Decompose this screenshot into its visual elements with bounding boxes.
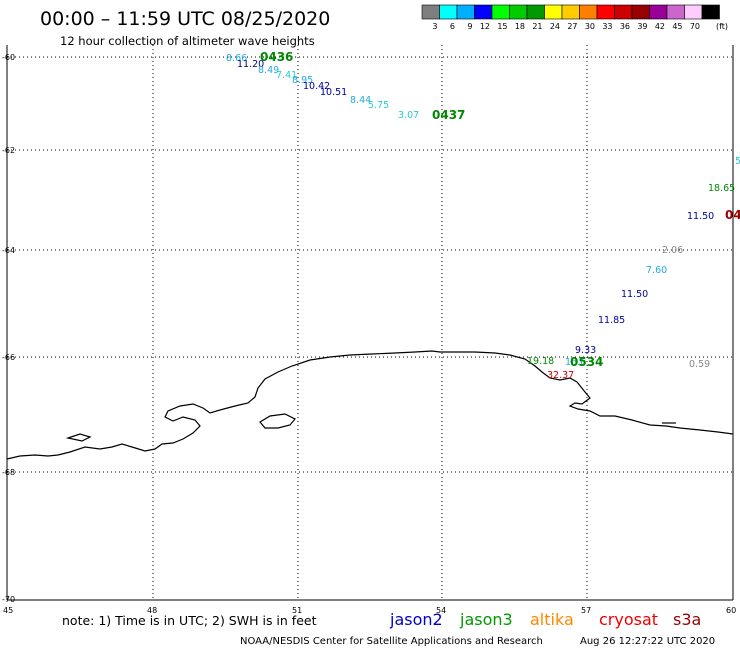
pass-time-label: 0436 bbox=[260, 50, 293, 64]
obs-label: 11.85 bbox=[598, 315, 625, 326]
graticule bbox=[7, 45, 733, 600]
footer-timestamp: Aug 26 12:27:22 UTC 2020 bbox=[580, 636, 715, 647]
legend-swatch bbox=[491, 4, 510, 20]
obs-label: 5 bbox=[735, 156, 740, 167]
altimeter-observations: 8.66 0436 11.20 8.49 7.41 8.95 10.42 10.… bbox=[226, 50, 740, 381]
legend-swatch bbox=[474, 4, 493, 20]
lon-label: 48 bbox=[147, 606, 157, 615]
lon-label: 45 bbox=[3, 606, 13, 615]
pass-time-label: 0534 bbox=[570, 355, 603, 369]
legend-swatch bbox=[544, 4, 563, 20]
legend-unit-label: (ft) bbox=[716, 22, 728, 31]
sat-altika: altika bbox=[530, 610, 574, 629]
legend-label: 36 bbox=[620, 22, 630, 31]
lat-label: -60 bbox=[2, 53, 15, 62]
legend-swatch bbox=[631, 4, 650, 20]
lon-label: 60 bbox=[726, 606, 736, 615]
legend-label: 15 bbox=[497, 22, 507, 31]
map-subtitle: 12 hour collection of altimeter wave hei… bbox=[60, 34, 315, 48]
legend-swatch bbox=[596, 4, 615, 20]
legend-label: 6 bbox=[450, 22, 455, 31]
pass-time-label: 04 bbox=[725, 208, 740, 222]
lon-label: 54 bbox=[436, 606, 446, 615]
obs-label: 18.65 bbox=[708, 183, 735, 194]
pass-time-label: 0437 bbox=[432, 108, 465, 122]
obs-label: 8.66 bbox=[226, 53, 247, 64]
legend-label: 45 bbox=[672, 22, 682, 31]
legend-label: 18 bbox=[515, 22, 525, 31]
legend-label: 24 bbox=[550, 22, 560, 31]
obs-label: 5.75 bbox=[368, 100, 389, 111]
legend-label: 70 bbox=[690, 22, 700, 31]
legend-swatch bbox=[421, 4, 440, 20]
legend-label: 27 bbox=[567, 22, 577, 31]
obs-label: 16.6 bbox=[565, 357, 586, 368]
legend-label: 3 bbox=[432, 22, 437, 31]
legend-swatch bbox=[666, 4, 685, 20]
legend-label: 30 bbox=[585, 22, 595, 31]
legend-label: 42 bbox=[655, 22, 665, 31]
legend-label: 21 bbox=[532, 22, 542, 31]
obs-label: 32.37 bbox=[547, 370, 574, 381]
obs-label: 11.50 bbox=[621, 289, 648, 300]
legend-swatch bbox=[684, 4, 703, 20]
satellite-legend: jason2 jason3 altika cryosat s3a bbox=[389, 610, 701, 629]
obs-label: 8.95 bbox=[292, 75, 313, 86]
legend-swatch bbox=[526, 4, 545, 20]
obs-label: 11.20 bbox=[237, 59, 264, 70]
legend-swatch bbox=[579, 4, 598, 20]
obs-label: 11.50 bbox=[687, 211, 714, 222]
legend-swatch bbox=[701, 4, 720, 20]
lon-label: 51 bbox=[292, 606, 302, 615]
sat-cryosat: cryosat bbox=[599, 610, 658, 629]
legend-swatch bbox=[439, 4, 458, 20]
obs-label: 0.59 bbox=[689, 359, 710, 370]
obs-label: 2.06 bbox=[662, 245, 683, 256]
plot-frame bbox=[6, 45, 734, 601]
legend-label: 9 bbox=[467, 22, 472, 31]
legend-label: 39 bbox=[637, 22, 647, 31]
footer-credit: NOAA/NESDIS Center for Satellite Applica… bbox=[240, 636, 543, 647]
sat-jason3: jason3 bbox=[459, 610, 513, 629]
map-title: 00:00 – 11:59 UTC 08/25/2020 bbox=[40, 8, 330, 30]
lat-label: -66 bbox=[2, 353, 15, 362]
wave-height-color-legend: 3 6 9 12 15 18 21 24 27 30 33 36 39 42 45 70 (ft) bbox=[421, 4, 728, 31]
sat-jason2: jason2 bbox=[389, 610, 443, 629]
obs-label: 3.07 bbox=[398, 110, 419, 121]
sat-s3a: s3a bbox=[673, 610, 701, 629]
obs-label: 7.60 bbox=[646, 265, 667, 276]
legend-label: 33 bbox=[602, 22, 612, 31]
longitude-labels: 45 48 51 54 57 60 bbox=[3, 606, 736, 615]
obs-label: 7.41 bbox=[276, 70, 297, 81]
antarctic-coastline bbox=[6, 350, 734, 460]
lat-label: -64 bbox=[2, 246, 15, 255]
legend-swatch bbox=[456, 4, 475, 20]
lat-label: -70 bbox=[2, 595, 15, 604]
obs-label: 9.33 bbox=[575, 345, 596, 356]
lat-label: -68 bbox=[2, 468, 15, 477]
obs-label: 19.18 bbox=[527, 356, 554, 367]
obs-label: 10.51 bbox=[320, 87, 347, 98]
lat-label: -62 bbox=[2, 146, 15, 155]
lon-label: 57 bbox=[581, 606, 591, 615]
footer-note: note: 1) Time is in UTC; 2) SWH is in fe… bbox=[62, 613, 317, 628]
legend-label: 12 bbox=[480, 22, 490, 31]
obs-label: 8.49 bbox=[258, 65, 279, 76]
legend-swatch bbox=[649, 4, 668, 20]
obs-label: 8.44 bbox=[350, 95, 371, 106]
obs-label: 10.42 bbox=[303, 81, 330, 92]
legend-swatch bbox=[614, 4, 633, 20]
legend-swatch bbox=[509, 4, 528, 20]
latitude-labels: -60 -62 -64 -66 -68 -70 bbox=[2, 53, 15, 604]
legend-swatch bbox=[561, 4, 580, 20]
